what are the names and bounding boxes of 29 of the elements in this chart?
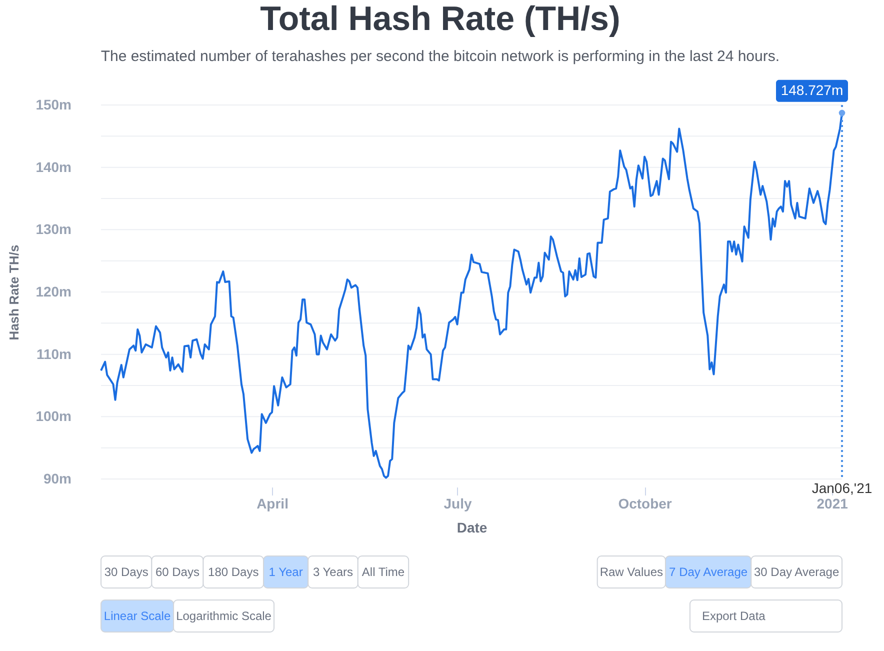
- y-tick-label: 150m: [36, 96, 72, 112]
- y-tick-label: 90m: [43, 470, 72, 486]
- x-tick-label: April: [256, 496, 288, 512]
- text: Raw Values: [600, 565, 663, 579]
- chart-subtitle: The estimated number of terahashes per second the bitcoin network is performing in the last 24 hours.: [100, 48, 780, 65]
- x-tick-label: July: [444, 496, 472, 512]
- text: 30 Day Average: [754, 565, 840, 579]
- y-tick-label: 120m: [36, 284, 72, 300]
- ref-line-label: Jan06,'21: [812, 480, 872, 496]
- text: 60 Days: [155, 565, 200, 579]
- x-tick-label: October: [618, 496, 672, 512]
- chart-title: Total Hash Rate (TH/s): [260, 0, 620, 38]
- y-tick-label: 130m: [36, 221, 72, 238]
- text: Logarithmic Scale: [176, 609, 272, 623]
- text: 1 Year: [268, 565, 303, 579]
- y-axis-title: Hash Rate TH/s: [6, 244, 22, 340]
- text: 3 Years: [312, 565, 354, 579]
- annotation: 148.727m: [780, 82, 844, 98]
- text: Export Data: [702, 609, 766, 623]
- y-tick-label: 110m: [36, 346, 72, 362]
- y-tick-label: 100m: [36, 408, 72, 424]
- text: 7 Day Average: [669, 565, 748, 579]
- x-tick-label: 2021: [816, 496, 848, 512]
- text: All Time: [362, 565, 405, 579]
- text: 180 Days: [208, 565, 259, 579]
- x-axis-title: Date: [456, 520, 488, 536]
- text: 30 Days: [104, 565, 148, 579]
- text: Linear Scale: [104, 609, 171, 623]
- y-tick-label: 140m: [36, 158, 72, 175]
